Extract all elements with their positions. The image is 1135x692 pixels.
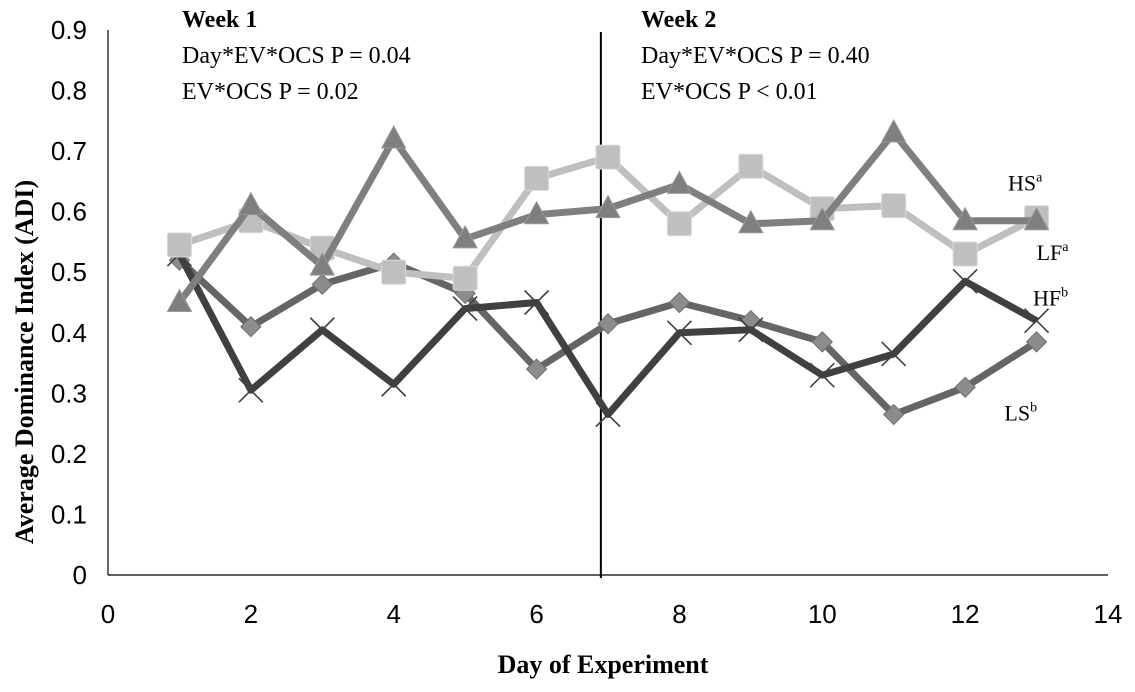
lf-point bbox=[381, 259, 407, 285]
series-label-ls: LSb bbox=[1004, 401, 1037, 426]
hf-point bbox=[1024, 308, 1050, 334]
week1-title: Week 1 bbox=[182, 7, 257, 33]
lf-point bbox=[666, 211, 692, 237]
ls-point bbox=[240, 316, 262, 338]
x-tick-label: 14 bbox=[1094, 599, 1123, 629]
hs-point bbox=[1023, 206, 1050, 231]
ls-point bbox=[525, 358, 548, 380]
lf-point bbox=[524, 165, 550, 191]
series-ls bbox=[168, 249, 1048, 426]
hs-point bbox=[595, 194, 621, 219]
lf-point bbox=[166, 232, 192, 258]
y-tick-label: 0.8 bbox=[51, 76, 87, 106]
y-tick-label: 0 bbox=[73, 560, 87, 590]
hs-point bbox=[738, 209, 764, 234]
x-axis-title: Day of Experiment bbox=[498, 650, 709, 679]
y-axis-title: Average Dominance Index (ADI) bbox=[10, 180, 39, 544]
ls-point bbox=[811, 331, 833, 353]
hf-point bbox=[595, 401, 621, 428]
y-tick-label: 0.6 bbox=[51, 197, 87, 227]
series-labels: HSa LFa HFb LSb bbox=[1004, 170, 1069, 425]
y-tick-label: 0.7 bbox=[51, 136, 87, 166]
series-label-lf: LFa bbox=[1037, 240, 1070, 265]
hs-point bbox=[309, 252, 336, 276]
hf-point bbox=[809, 362, 835, 388]
lf-point bbox=[952, 241, 978, 267]
hf-point bbox=[452, 295, 478, 322]
week1-annotation: Week 1 Day*EV*OCS P = 0.04 EV*OCS P = 0.… bbox=[182, 7, 411, 105]
y-tick-labels: 0 0.1 0.2 0.3 0.4 0.5 0.6 0.7 0.8 0.9 bbox=[51, 15, 87, 590]
hs-point bbox=[523, 200, 550, 225]
y-tick-label: 0.1 bbox=[51, 499, 87, 529]
series-label-hf: HFb bbox=[1033, 286, 1068, 311]
y-tick-label: 0.2 bbox=[51, 439, 87, 469]
x-tick-label: 8 bbox=[672, 599, 686, 629]
hf-point bbox=[952, 268, 978, 294]
x-tick-label: 0 bbox=[101, 599, 115, 629]
ls-point bbox=[311, 273, 333, 296]
week2-title: Week 2 bbox=[641, 7, 716, 33]
y-tick-label: 0.3 bbox=[51, 378, 87, 408]
hs-point bbox=[952, 206, 978, 231]
ls-point bbox=[883, 403, 905, 426]
ls-point bbox=[954, 376, 976, 398]
hf-point bbox=[309, 317, 335, 343]
lf-point bbox=[595, 144, 621, 170]
hf-point bbox=[881, 341, 907, 367]
x-tick-labels: 0 2 4 6 8 10 12 14 bbox=[101, 599, 1123, 629]
ls-point bbox=[668, 291, 691, 314]
hf-point bbox=[381, 371, 407, 397]
hs-point bbox=[666, 170, 693, 194]
hf-point bbox=[738, 317, 764, 343]
hs-point bbox=[238, 191, 264, 216]
hs-point bbox=[380, 124, 407, 149]
series-label-hs: HSa bbox=[1008, 170, 1043, 195]
series-layer bbox=[166, 118, 1050, 428]
week2-line1: Day*EV*OCS P = 0.40 bbox=[641, 43, 870, 69]
week1-line1: Day*EV*OCS P = 0.04 bbox=[182, 43, 411, 69]
lf-point bbox=[738, 153, 764, 179]
ls-point bbox=[1025, 331, 1048, 353]
series-lf bbox=[166, 144, 1050, 291]
hs-point bbox=[166, 288, 193, 312]
hf-point bbox=[238, 377, 264, 403]
hs-point bbox=[880, 118, 907, 143]
hf-point bbox=[524, 289, 550, 316]
hf-point bbox=[666, 320, 692, 346]
y-tick-label: 0.4 bbox=[51, 318, 87, 348]
ls-point bbox=[597, 312, 619, 335]
x-tick-label: 10 bbox=[808, 599, 837, 629]
lf-point bbox=[452, 265, 478, 291]
y-tick-label: 0.5 bbox=[51, 257, 87, 287]
hs-point bbox=[809, 206, 836, 231]
chart-axes bbox=[107, 30, 1108, 576]
x-tick-label: 12 bbox=[951, 599, 980, 629]
hs-point bbox=[452, 224, 478, 249]
week2-line2: EV*OCS P < 0.01 bbox=[641, 79, 818, 105]
lf-point bbox=[881, 193, 907, 219]
x-tick-label: 2 bbox=[244, 599, 258, 629]
week1-line2: EV*OCS P = 0.02 bbox=[182, 79, 359, 105]
series-hs bbox=[166, 118, 1050, 312]
x-tick-label: 4 bbox=[386, 599, 400, 629]
x-tick-label: 6 bbox=[529, 599, 543, 629]
week2-annotation: Week 2 Day*EV*OCS P = 0.40 EV*OCS P < 0.… bbox=[641, 7, 870, 105]
y-tick-label: 0.9 bbox=[51, 15, 87, 45]
